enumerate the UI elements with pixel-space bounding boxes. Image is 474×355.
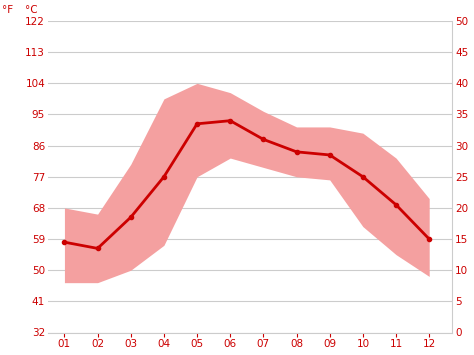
Text: °C: °C (25, 5, 38, 15)
Text: °F: °F (2, 5, 13, 15)
